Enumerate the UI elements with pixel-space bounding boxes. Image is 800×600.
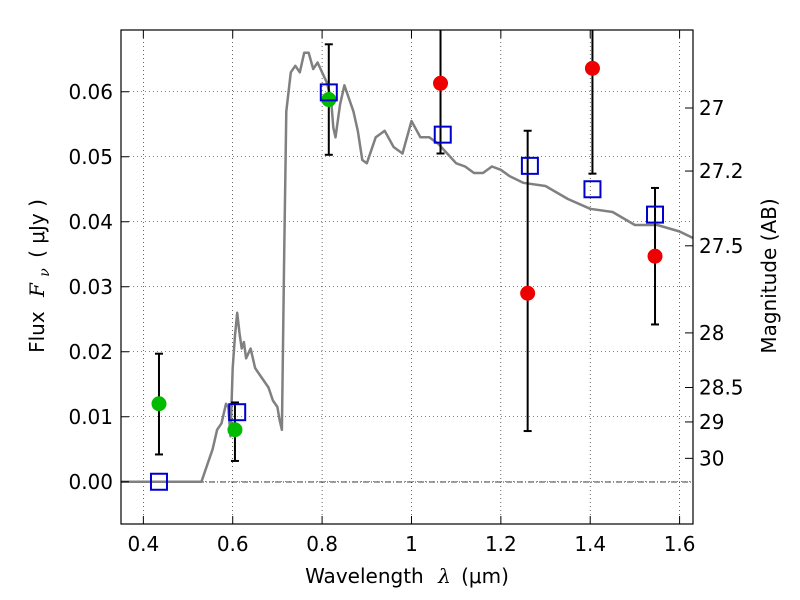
y-tick-label: 0.01 xyxy=(68,405,113,429)
x-tick-label: 0.6 xyxy=(217,532,249,556)
model-sed xyxy=(121,51,694,484)
x-tick-label: 1.4 xyxy=(574,532,606,556)
x-axis-title: Wavelength λ (μm) xyxy=(305,564,509,588)
red-points-marker xyxy=(520,285,536,301)
green-points-marker xyxy=(227,422,243,438)
green-points-marker xyxy=(151,396,167,412)
y-axis-unit: ( μJy ) xyxy=(25,199,49,258)
x-tick-label: 1.6 xyxy=(664,532,696,556)
right-tick-label: 30 xyxy=(699,446,724,470)
model-photometry-marker xyxy=(228,403,247,422)
model-photometry-marker xyxy=(646,205,665,224)
right-tick-label: 28 xyxy=(699,321,724,345)
y-axis-prefix: Flux xyxy=(25,311,49,353)
plot-frame xyxy=(120,29,694,525)
x-tick-label: 0.8 xyxy=(306,532,338,556)
right-axis-title: Magnitude (AB) xyxy=(757,198,781,353)
y-tick-label: 0.02 xyxy=(68,340,113,364)
x-tick-label: 1.2 xyxy=(485,532,517,556)
model-photometry-marker xyxy=(149,472,168,491)
x-axis-symbol: λ xyxy=(437,564,451,588)
y-tick-label: 0.05 xyxy=(68,145,113,169)
y-tick-label: 0.04 xyxy=(68,210,113,234)
y-tick-label: 0.03 xyxy=(68,275,113,299)
x-tick-label: 1 xyxy=(405,532,418,556)
red-points-marker xyxy=(647,248,663,264)
y-tick-label: 0.06 xyxy=(68,80,113,104)
model-sed-line xyxy=(121,51,694,484)
model-photometry-marker xyxy=(520,156,539,175)
model-photometry-marker xyxy=(319,83,338,102)
right-tick-label: 28.5 xyxy=(699,376,744,400)
data-points xyxy=(149,30,665,491)
model-photometry-marker xyxy=(433,125,452,144)
right-tick-label: 29 xyxy=(699,410,724,434)
right-tick-label: 27 xyxy=(699,96,724,120)
red-points-marker xyxy=(433,75,449,91)
y-tick-label: 0.00 xyxy=(68,470,113,494)
y-axis-symbol: F xyxy=(25,282,49,298)
grid xyxy=(121,30,693,524)
x-axis-unit: (μm) xyxy=(461,564,509,588)
clipped-points xyxy=(149,30,665,491)
y-axis-subscript: ν xyxy=(37,268,53,277)
right-tick-label: 27.2 xyxy=(699,159,744,183)
x-axis-prefix: Wavelength xyxy=(305,564,424,588)
axis-ticks: 0.4 0.6 0.8 1 1.2 1.4 1.6 0.00 0.01 0.02 0.03 0.04 0… xyxy=(68,30,744,556)
model-photometry-marker xyxy=(583,180,602,199)
y-axis-title: Flux F ν ( μJy ) xyxy=(25,199,54,353)
right-tick-label: 27.5 xyxy=(699,234,744,258)
red-points-marker xyxy=(584,60,600,76)
x-tick-label: 0.4 xyxy=(127,532,159,556)
